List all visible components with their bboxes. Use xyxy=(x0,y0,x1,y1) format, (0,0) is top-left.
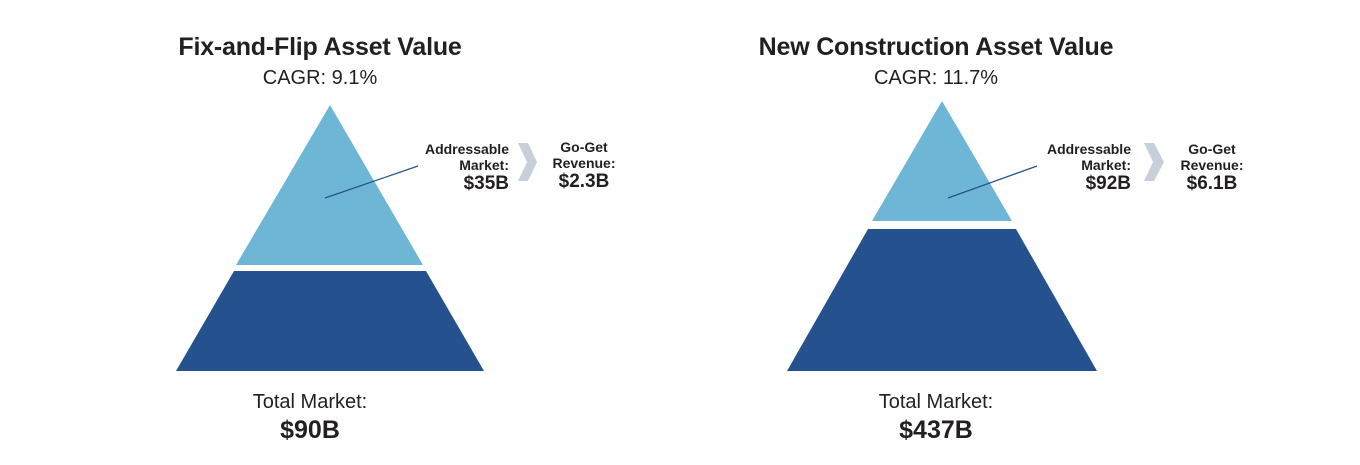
total-market-value: $437B xyxy=(899,416,973,444)
addressable-market-label: Addressable Market: xyxy=(424,141,509,173)
go-get-revenue-callout: Go-Get Revenue: $6.1B xyxy=(1157,141,1267,195)
go-get-revenue-callout: Go-Get Revenue: $2.3B xyxy=(529,139,639,193)
addressable-market-value: $92B xyxy=(1085,173,1131,194)
chart-title: New Construction Asset Value xyxy=(758,33,1114,61)
total-market-segment xyxy=(176,271,484,371)
total-market-value: $90B xyxy=(280,416,340,444)
pyramid-graphic xyxy=(787,101,1164,371)
pyramid-chart-new-construction: New Construction Asset Value CAGR: 11.7%… xyxy=(636,0,1244,465)
addressable-market-callout: Addressable Market: $92B xyxy=(1011,141,1131,195)
go-get-revenue-value: $2.3B xyxy=(558,171,610,192)
chart-title: Fix-and-Flip Asset Value xyxy=(178,33,462,61)
pyramid-graphic xyxy=(176,105,537,371)
chart-subtitle-cagr: CAGR: 9.1% xyxy=(262,67,378,89)
chart-subtitle-cagr: CAGR: 11.7% xyxy=(873,67,999,89)
addressable-market-segment xyxy=(236,105,423,265)
go-get-revenue-value: $6.1B xyxy=(1186,173,1238,194)
total-market-label: Total Market: xyxy=(878,391,994,413)
total-market-callout: Total Market: $90B xyxy=(10,389,610,445)
leader-line xyxy=(947,165,1038,199)
total-market-label: Total Market: xyxy=(252,391,368,413)
addressable-market-label: Addressable Market: xyxy=(1046,141,1131,173)
addressable-market-callout: Addressable Market: $35B xyxy=(389,141,509,195)
arrow-icon xyxy=(518,143,537,181)
arrow-icon xyxy=(1144,143,1164,181)
go-get-revenue-label: Go-Get Revenue: xyxy=(552,139,616,171)
total-market-segment xyxy=(787,229,1097,371)
leader-line xyxy=(324,165,419,199)
total-market-callout: Total Market: $437B xyxy=(636,389,1236,445)
pyramid-chart-fix-and-flip: Fix-and-Flip Asset Value CAGR: 9.1% Addr… xyxy=(20,0,620,465)
go-get-revenue-label: Go-Get Revenue: xyxy=(1180,141,1244,173)
addressable-market-segment xyxy=(872,101,1012,221)
addressable-market-value: $35B xyxy=(463,173,509,194)
